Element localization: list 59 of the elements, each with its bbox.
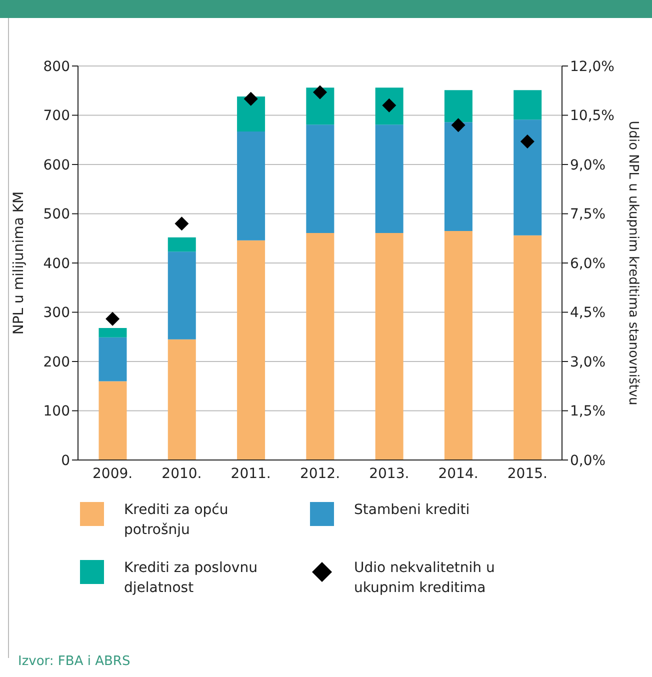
point <box>244 92 258 106</box>
y2-axis-title: Udio NPL u ukupnim kreditima stanovništvu <box>625 120 640 406</box>
y2-tick-label: 6,0% <box>570 256 606 272</box>
bar <box>98 328 127 338</box>
bar <box>306 124 334 233</box>
text: Izvor: FBA i ABRS <box>18 654 130 669</box>
x-tick-label: 2011. <box>230 466 271 482</box>
bar <box>306 232 334 460</box>
x-tick-label: 2014. <box>438 466 478 482</box>
legend-label: Stambeni krediti <box>354 501 471 520</box>
y-tick-label: 700 <box>43 108 70 124</box>
point <box>520 134 534 149</box>
bar <box>444 90 472 122</box>
bar <box>168 252 196 340</box>
bar <box>375 232 404 460</box>
bar <box>306 88 334 125</box>
bar <box>514 90 542 120</box>
y-tick-label: 600 <box>43 157 70 174</box>
point <box>451 118 466 132</box>
y2-tick-label: 4,5% <box>570 305 606 322</box>
bar <box>514 235 542 460</box>
y-tick-label: 800 <box>43 58 70 75</box>
point <box>106 312 120 326</box>
y-tick-label: 0 <box>61 452 70 469</box>
bar <box>375 88 404 125</box>
x-tick-label: 2009. <box>92 466 133 482</box>
legend-label: Krediti za opću potrošnju <box>124 501 230 540</box>
y-axis-title: NPL u milijunima KM <box>10 191 27 335</box>
bar <box>237 240 266 460</box>
y2-tick-label: 1,5% <box>570 404 606 420</box>
bar <box>168 339 196 460</box>
bar <box>444 230 472 460</box>
y2-tick-label: 3,0% <box>570 354 606 370</box>
bar <box>98 337 127 382</box>
y-tick-label: 400 <box>43 256 70 272</box>
bar <box>375 124 404 233</box>
bar <box>514 120 542 236</box>
y-tick-label: 100 <box>43 404 70 420</box>
y2-tick-label: 9,0% <box>570 157 606 174</box>
x-tick-label: 2010. <box>162 466 202 482</box>
x-tick-label: 2012. <box>300 466 340 482</box>
x-tick-label: 2013. <box>369 466 410 482</box>
x-tick-label: 2015. <box>507 466 548 482</box>
y2-tick-label: 7,5% <box>570 206 606 223</box>
y2-tick-label: 12,0% <box>570 58 614 75</box>
y-tick-label: 500 <box>43 206 70 223</box>
bar <box>444 122 472 231</box>
y-tick-label: 300 <box>43 305 70 322</box>
legend-label: Udio nekvalitetnih u ukupnim kreditima <box>354 559 496 598</box>
bar <box>98 381 127 460</box>
bar <box>168 237 196 252</box>
y2-tick-label: 10,5% <box>570 108 614 124</box>
point <box>174 216 189 231</box>
y2-tick-label: 0,0% <box>570 452 606 469</box>
legend-label: Krediti za poslovnu djelatnost <box>124 559 258 598</box>
point <box>313 85 327 100</box>
y-tick-label: 200 <box>43 354 70 370</box>
bar <box>237 132 266 240</box>
bar <box>237 96 266 132</box>
